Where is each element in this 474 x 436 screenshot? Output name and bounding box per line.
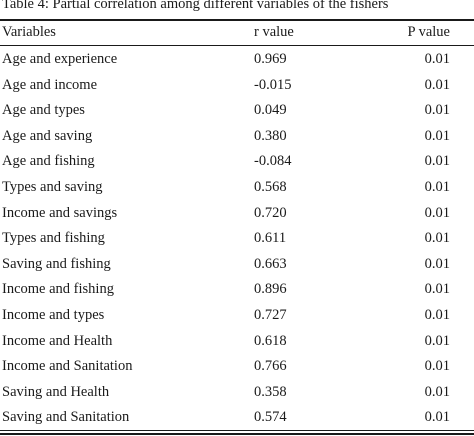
table-row: Income and fishing 0.896 0.01 bbox=[0, 277, 474, 303]
row-p-value: 0.01 bbox=[424, 255, 450, 272]
table-row: Types and fishing 0.611 0.01 bbox=[0, 226, 474, 252]
row-p-value: 0.01 bbox=[424, 127, 450, 144]
table-header-rule bbox=[0, 45, 474, 46]
row-r-value: 0.896 bbox=[254, 281, 287, 298]
row-r-value: 0.380 bbox=[254, 127, 287, 144]
row-variables: Age and types bbox=[2, 102, 85, 119]
row-r-value: 0.663 bbox=[254, 255, 287, 272]
table-row: Income and Health 0.618 0.01 bbox=[0, 329, 474, 355]
table-row: Age and saving 0.380 0.01 bbox=[0, 124, 474, 150]
row-variables: Age and fishing bbox=[2, 153, 95, 170]
table-row: Age and fishing -0.084 0.01 bbox=[0, 149, 474, 175]
row-variables: Saving and Sanitation bbox=[2, 409, 130, 426]
row-p-value: 0.01 bbox=[424, 153, 450, 170]
row-r-value: -0.015 bbox=[254, 76, 292, 93]
table-header: Variables r value P value bbox=[0, 20, 474, 46]
row-p-value: 0.01 bbox=[424, 281, 450, 298]
row-variables: Age and income bbox=[2, 76, 98, 93]
row-variables: Income and Health bbox=[2, 332, 113, 349]
row-r-value: 0.969 bbox=[254, 51, 287, 67]
row-p-value: 0.01 bbox=[424, 102, 450, 119]
row-r-value: 0.727 bbox=[254, 307, 287, 323]
row-p-value: 0.01 bbox=[424, 51, 450, 67]
row-p-value: 0.01 bbox=[424, 76, 450, 93]
table-bottom-rule bbox=[0, 433, 474, 435]
row-variables: Income and fishing bbox=[2, 281, 114, 298]
row-variables: Types and fishing bbox=[2, 230, 105, 247]
table-top-rule bbox=[0, 19, 474, 21]
row-r-value: 0.766 bbox=[254, 358, 287, 375]
table-row: Saving and fishing 0.663 0.01 bbox=[0, 252, 474, 278]
table-caption: Table 4: Partial correlation among diffe… bbox=[2, 0, 389, 12]
row-p-value: 0.01 bbox=[424, 230, 450, 247]
table-row: Age and income -0.015 0.01 bbox=[0, 73, 474, 99]
row-variables: Income and types bbox=[2, 307, 105, 323]
table-bottom-rule-inner bbox=[0, 430, 474, 431]
row-r-value: 0.049 bbox=[254, 102, 287, 119]
table-row: Age and types 0.049 0.01 bbox=[0, 98, 474, 124]
row-variables: Saving and Health bbox=[2, 383, 110, 400]
row-variables: Saving and fishing bbox=[2, 255, 111, 272]
row-variables: Age and saving bbox=[2, 127, 93, 144]
row-variables: Types and saving bbox=[2, 179, 103, 195]
row-r-value: 0.720 bbox=[254, 204, 287, 221]
row-p-value: 0.01 bbox=[424, 383, 450, 400]
row-variables: Age and experience bbox=[2, 51, 118, 67]
header-p-value: P value bbox=[407, 24, 450, 40]
row-variables: Income and savings bbox=[2, 204, 118, 221]
table-row: Saving and Health 0.358 0.01 bbox=[0, 380, 474, 406]
row-r-value: 0.568 bbox=[254, 179, 287, 195]
table-row: Age and experience 0.969 0.01 bbox=[0, 47, 474, 73]
table-row: Income and Sanitation 0.766 0.01 bbox=[0, 354, 474, 380]
row-p-value: 0.01 bbox=[424, 204, 450, 221]
row-p-value: 0.01 bbox=[424, 332, 450, 349]
row-r-value: 0.358 bbox=[254, 383, 287, 400]
header-r-value: r value bbox=[254, 24, 294, 40]
row-r-value: 0.611 bbox=[254, 230, 287, 247]
row-r-value: 0.618 bbox=[254, 332, 287, 349]
row-p-value: 0.01 bbox=[424, 307, 450, 323]
row-r-value: 0.574 bbox=[254, 409, 287, 426]
table-row: Types and saving 0.568 0.01 bbox=[0, 175, 474, 201]
row-p-value: 0.01 bbox=[424, 358, 450, 375]
table-row: Income and savings 0.720 0.01 bbox=[0, 201, 474, 227]
row-r-value: -0.084 bbox=[254, 153, 292, 170]
row-variables: Income and Sanitation bbox=[2, 358, 133, 375]
table-row: Income and types 0.727 0.01 bbox=[0, 303, 474, 329]
header-variables: Variables bbox=[2, 24, 56, 40]
table-row: Saving and Sanitation 0.574 0.01 bbox=[0, 405, 474, 431]
row-p-value: 0.01 bbox=[424, 409, 450, 426]
row-p-value: 0.01 bbox=[424, 179, 450, 195]
